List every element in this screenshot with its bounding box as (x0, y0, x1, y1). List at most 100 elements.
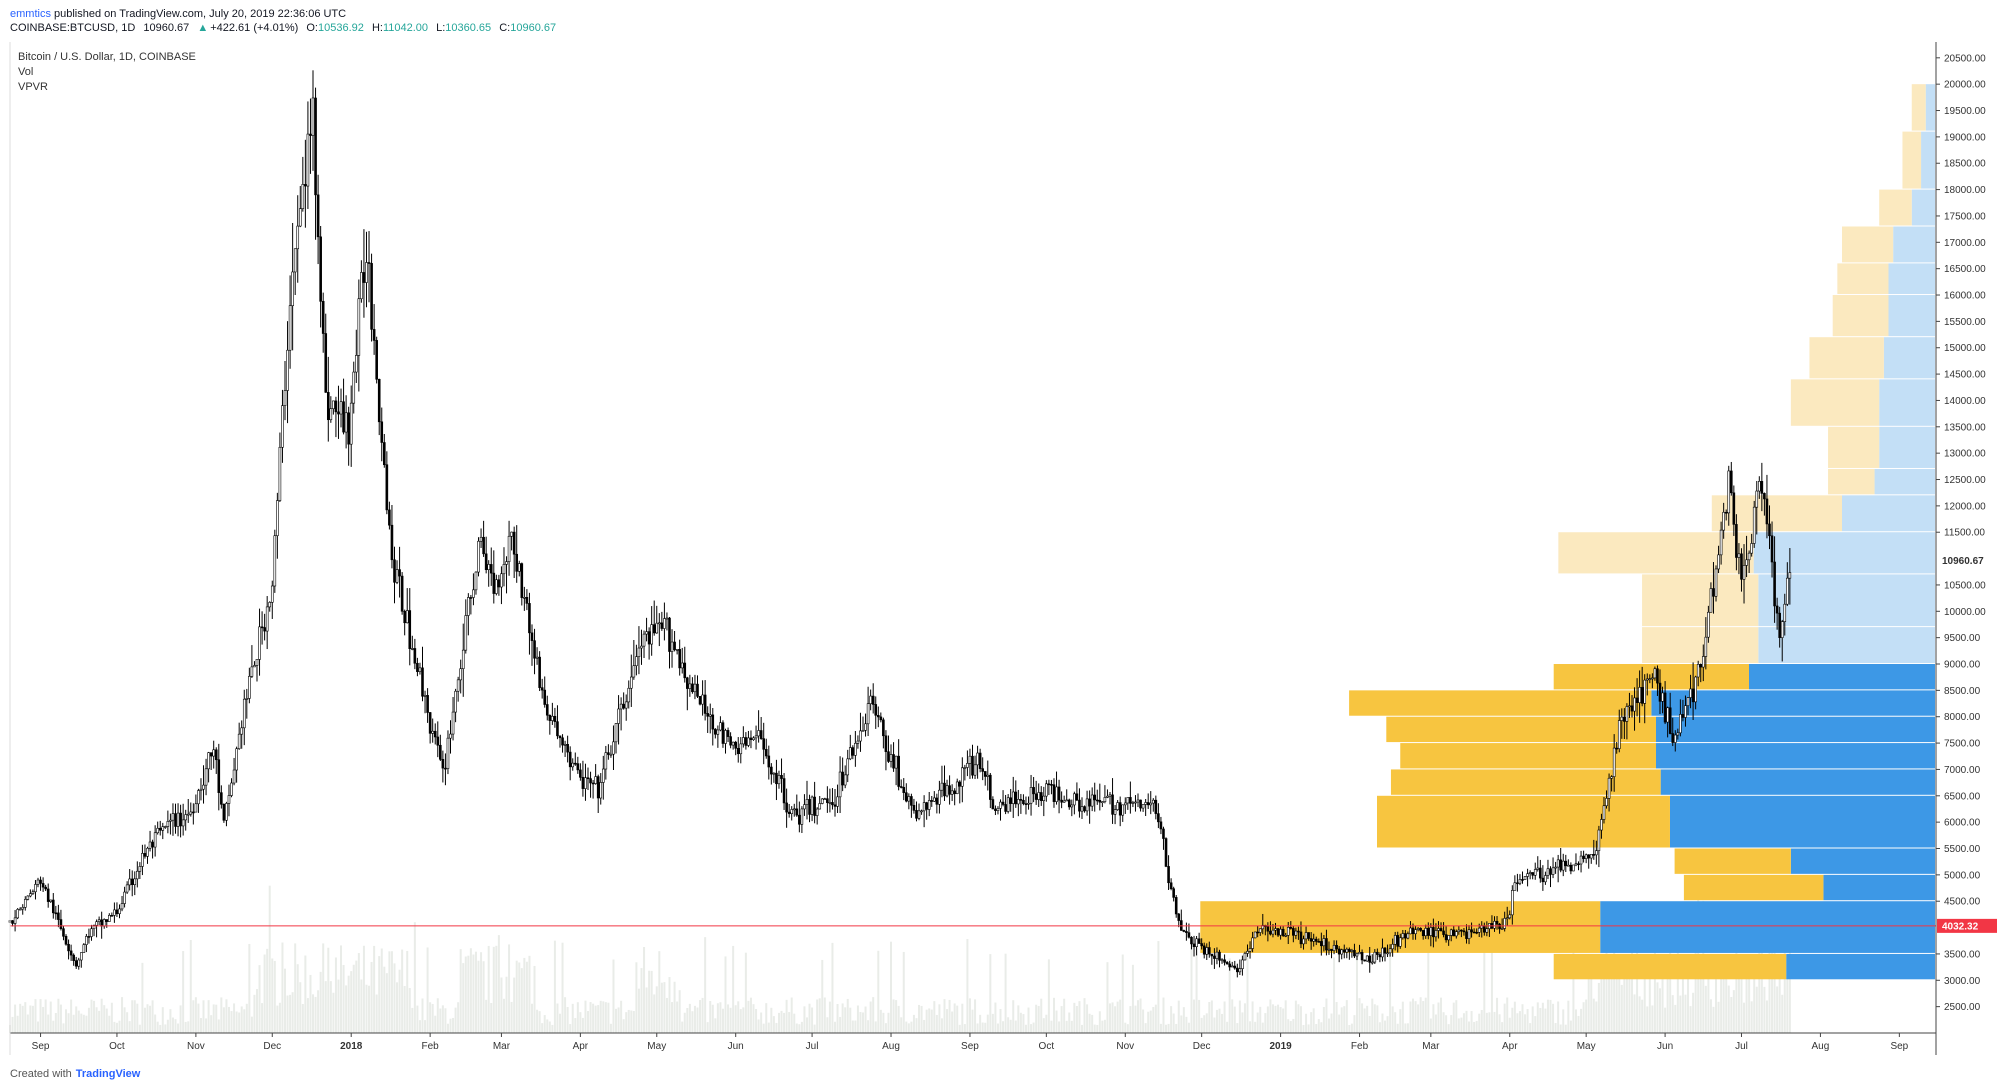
volume-bar (378, 956, 381, 1033)
y-tick-label: 19000.00 (1944, 132, 1986, 143)
volume-bar (1348, 1024, 1351, 1033)
volume-bar (62, 1023, 65, 1033)
candle-body (660, 622, 664, 629)
volume-bar (1022, 1014, 1025, 1033)
volume-bar (284, 968, 286, 1033)
series-title[interactable]: Bitcoin / U.S. Dollar, 1D, COINBASE (18, 51, 196, 63)
volume-bar (1251, 1001, 1254, 1033)
volume-bar (273, 960, 276, 1033)
volume-bar (1119, 999, 1122, 1033)
candle-body (1722, 511, 1725, 531)
y-tick-label: 2500.00 (1944, 1002, 1981, 1013)
candle-body (385, 464, 389, 511)
candle-body (935, 797, 939, 805)
volume-bar (301, 1004, 304, 1033)
volume-bar (380, 948, 383, 1033)
volume-bar (1508, 1017, 1511, 1033)
candle-body (288, 305, 292, 351)
candle-body (726, 730, 730, 737)
volume-bar (1465, 1010, 1468, 1033)
candle-body (217, 759, 221, 793)
candle-body (1358, 952, 1361, 955)
candle-body (1513, 882, 1517, 891)
volume-bar (1269, 999, 1272, 1033)
volume-bar (772, 1016, 775, 1033)
candle-body (866, 703, 870, 725)
candle-body (181, 819, 185, 827)
volume-bar (294, 943, 297, 1033)
volume-bar (1567, 1000, 1570, 1033)
volume-bar (281, 942, 284, 1033)
volume-bar (227, 1006, 230, 1033)
candle-body (1592, 854, 1596, 856)
volume-bar (1610, 962, 1613, 1033)
candle-body (1460, 929, 1463, 932)
volume-bar (271, 958, 274, 1033)
volume-bar (828, 1001, 831, 1033)
volume-bar (1045, 1014, 1048, 1033)
volume-bar (1440, 997, 1443, 1033)
vpvr-down-bar (1758, 627, 1935, 664)
candle-body (1554, 866, 1557, 869)
candle-body (1391, 943, 1394, 950)
volume-bar (1669, 947, 1672, 1033)
volume-bar (75, 1006, 78, 1033)
volume-bar (510, 1001, 513, 1033)
candle-body (818, 803, 822, 810)
volume-bar (1648, 975, 1651, 1033)
candle-body (95, 921, 98, 926)
candle-body (848, 747, 852, 760)
candle-body (1378, 954, 1382, 958)
volume-bar (1765, 1000, 1768, 1033)
candle-body (507, 535, 511, 562)
candle-body (675, 649, 679, 651)
y-tick-label: 10000.00 (1944, 607, 1986, 618)
vpvr-up-bar (1553, 953, 1787, 980)
volume-bar (230, 1011, 233, 1033)
volume-bar (1114, 1006, 1117, 1033)
candle-body (1732, 492, 1736, 525)
volume-bar (826, 1017, 829, 1033)
volume-bar (790, 997, 793, 1033)
y-tick-label: 18000.00 (1944, 185, 1986, 196)
candle-body (1271, 929, 1275, 935)
candle-body (92, 924, 96, 930)
candle-body (1309, 938, 1313, 942)
y-tick-label: 14500.00 (1944, 370, 1986, 381)
volume-bar (1445, 1015, 1448, 1033)
volume-indicator-label[interactable]: Vol (18, 66, 34, 78)
candle-body (759, 730, 763, 739)
candle-body (459, 668, 462, 681)
volume-bar (1753, 954, 1756, 1033)
volume-bar (332, 992, 335, 1033)
volume-bar (103, 1005, 106, 1033)
tradingview-logo[interactable]: TradingView (75, 1068, 141, 1080)
author-link[interactable]: emmtics (10, 8, 51, 20)
candle-body (1233, 965, 1237, 969)
volume-bar (495, 945, 498, 1033)
candle-body (874, 704, 878, 716)
candle-body (1090, 794, 1094, 807)
volume-bar (1012, 1000, 1015, 1033)
candle-body (754, 735, 758, 739)
volume-bar (727, 1004, 730, 1033)
candle-body (326, 392, 330, 421)
candle-body (240, 727, 244, 735)
volume-bar (716, 1003, 719, 1033)
volume-bar (691, 1011, 694, 1033)
candle-body (31, 891, 35, 894)
volume-bar (1129, 1006, 1132, 1033)
candle-body (1085, 798, 1089, 812)
volume-bar (1763, 986, 1766, 1033)
vpvr-indicator-label[interactable]: VPVR (18, 81, 48, 93)
volume-bar (1134, 1005, 1137, 1033)
volume-bar (258, 965, 261, 1033)
candle-body (263, 627, 266, 632)
candle-body (1610, 776, 1613, 779)
candle-body (472, 589, 475, 598)
volume-bar (706, 1022, 709, 1033)
volume-bar (383, 966, 386, 1033)
candle-body (74, 960, 78, 967)
volume-bar (1266, 1006, 1269, 1033)
